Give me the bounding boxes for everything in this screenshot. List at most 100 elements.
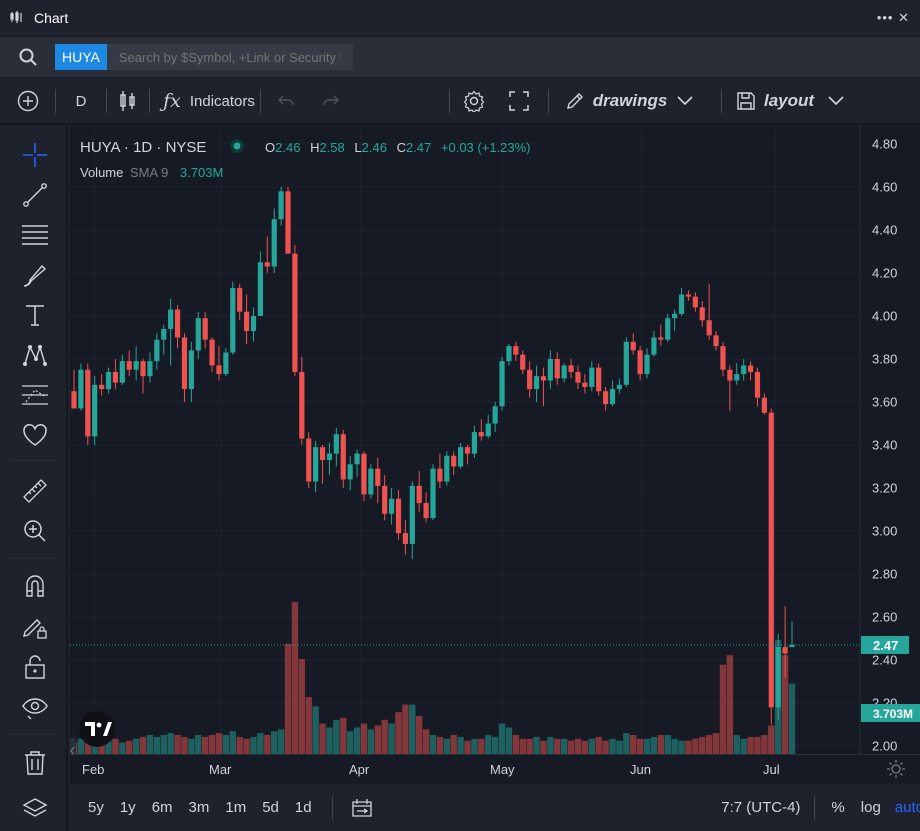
horizontal-lines-tool[interactable] xyxy=(18,218,52,252)
crosshair-tool[interactable] xyxy=(18,138,52,172)
fullscreen-button[interactable] xyxy=(498,78,540,124)
layers-icon xyxy=(22,798,48,817)
brush-tool[interactable] xyxy=(18,258,52,292)
last-price-value: 2.47 xyxy=(873,638,898,653)
indicators-button[interactable]: ƒx Indicators xyxy=(150,78,260,124)
candle-body xyxy=(306,438,312,482)
range-1y[interactable]: 1y xyxy=(119,799,136,816)
divider xyxy=(10,558,58,559)
ruler-icon xyxy=(23,479,47,503)
candle-body xyxy=(568,365,574,372)
volume-bar xyxy=(664,735,671,754)
legend-l-value: 2.46 xyxy=(362,140,387,155)
hide-drawings-tool[interactable] xyxy=(18,690,52,724)
volume-bar xyxy=(554,738,561,754)
range-1m[interactable]: 1m xyxy=(225,799,247,816)
search-icon[interactable] xyxy=(0,48,55,66)
search-input[interactable] xyxy=(106,44,353,70)
price-tick-label: 4.60 xyxy=(872,180,897,195)
candle-body xyxy=(112,371,119,383)
symbol-tag[interactable]: HUYA xyxy=(55,44,107,70)
chart-toolbar: D ƒx Indicators drawings layout xyxy=(0,79,920,125)
chart-pane[interactable]: 4.80 4.60 4.40 4.20 4.00 3.80 3.60 3.40 3.20 3.00… xyxy=(70,126,920,754)
pattern-icon xyxy=(23,344,47,366)
trend-line-tool[interactable] xyxy=(18,178,52,212)
volume-bar xyxy=(402,704,409,754)
volume-bar xyxy=(112,738,119,754)
percent-toggle[interactable]: % xyxy=(831,799,845,816)
volume-bar xyxy=(77,738,85,754)
candle-body xyxy=(140,361,146,377)
chart-type-button[interactable] xyxy=(107,78,149,124)
lock-all-tool[interactable] xyxy=(18,650,52,684)
divider xyxy=(449,89,450,113)
volume-bar xyxy=(692,738,699,754)
divider xyxy=(55,89,56,113)
candle-body xyxy=(188,350,194,390)
volume-bar xyxy=(636,738,644,754)
volume-bar xyxy=(623,733,630,754)
price-tick-label: 2.60 xyxy=(872,610,897,625)
measure-tool[interactable] xyxy=(18,474,52,508)
add-symbol-button[interactable] xyxy=(0,78,55,124)
volume-bar xyxy=(167,733,174,754)
volume-bar xyxy=(215,733,223,754)
candle-body xyxy=(533,376,540,390)
volume-bar xyxy=(747,736,754,754)
settings-button[interactable] xyxy=(450,78,498,124)
candle-body xyxy=(402,533,408,544)
tradingview-logo[interactable] xyxy=(79,711,115,747)
legend-symbol[interactable]: HUYA · 1D · NYSE xyxy=(80,139,206,156)
magnet-tool[interactable] xyxy=(18,570,52,604)
date-range-button[interactable] xyxy=(351,798,373,818)
pattern-tool[interactable] xyxy=(18,338,52,372)
range-6m[interactable]: 6m xyxy=(151,799,173,816)
volume-bar xyxy=(284,643,292,754)
range-3m[interactable]: 3m xyxy=(188,799,210,816)
timezone-clock[interactable]: 7:7 (UTC-4) xyxy=(721,799,801,816)
candle-body xyxy=(347,464,353,480)
redo-button[interactable] xyxy=(311,78,351,124)
range-5d[interactable]: 5d xyxy=(262,799,279,816)
eye-icon xyxy=(22,698,48,720)
save-icon xyxy=(737,92,755,110)
volume-bar xyxy=(319,723,326,754)
candle-body xyxy=(430,468,436,519)
more-options-icon[interactable]: ••• ✕ xyxy=(876,10,910,25)
left-scroll-handle[interactable] xyxy=(70,738,76,754)
candle-body xyxy=(92,384,98,437)
undo-button[interactable] xyxy=(261,78,311,124)
volume-bar xyxy=(505,727,513,754)
candle-body xyxy=(713,335,719,347)
candles-icon xyxy=(120,91,135,111)
remove-drawings-tool[interactable] xyxy=(18,746,52,780)
legend-o-label: O xyxy=(265,140,275,155)
zoom-tool[interactable] xyxy=(18,514,52,548)
range-1d[interactable]: 1d xyxy=(294,799,312,816)
time-axis-settings[interactable] xyxy=(885,758,907,780)
drawings-menu-button[interactable]: drawings xyxy=(549,78,709,124)
volume-bar xyxy=(132,738,140,754)
divider xyxy=(106,89,107,113)
prediction-tool[interactable] xyxy=(18,378,52,412)
layout-menu-button[interactable]: layout xyxy=(722,78,858,124)
text-tool[interactable] xyxy=(18,298,52,332)
price-tick-label: 2.40 xyxy=(872,653,897,668)
candle-body xyxy=(520,354,526,370)
range-5y[interactable]: 5y xyxy=(88,799,104,816)
time-axis-labels: Feb Mar Apr May Jun Jul xyxy=(70,754,860,784)
undo-icon xyxy=(278,95,294,106)
candlesticks xyxy=(71,187,795,725)
volume-bar xyxy=(567,740,575,754)
candle-body xyxy=(181,337,188,390)
favorites-tool[interactable] xyxy=(18,418,52,452)
interval-button[interactable]: D xyxy=(75,92,87,110)
price-tick-label: 3.40 xyxy=(872,438,897,453)
lock-drawing-tool[interactable] xyxy=(18,610,52,644)
log-toggle[interactable]: log xyxy=(860,799,881,816)
time-tick-label: Jul xyxy=(763,762,780,777)
auto-toggle[interactable]: auto xyxy=(894,799,920,816)
object-tree-tool[interactable] xyxy=(18,792,52,826)
volume-bar xyxy=(498,723,506,754)
chart-canvas[interactable]: 4.80 4.60 4.40 4.20 4.00 3.80 3.60 3.40 3.20 3.00… xyxy=(70,126,920,754)
